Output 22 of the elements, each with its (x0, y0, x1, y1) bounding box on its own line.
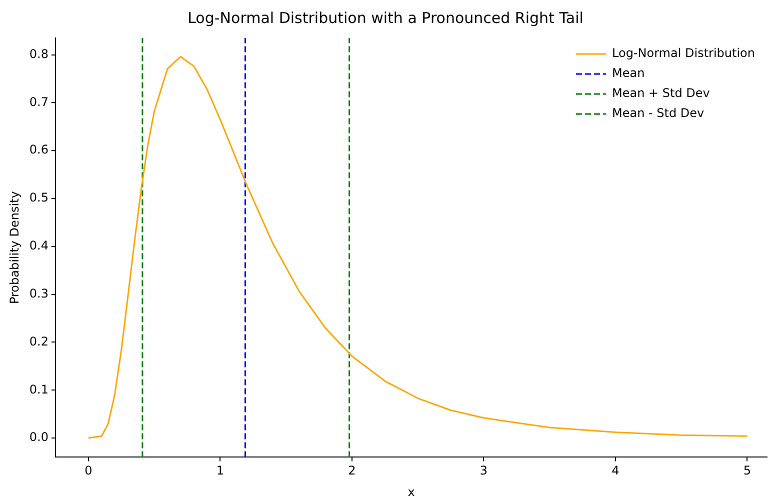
x-tick-label: 1 (216, 464, 224, 478)
legend-label: Mean (612, 66, 645, 80)
x-axis-title: x (408, 484, 415, 499)
x-tick-label: 4 (612, 464, 620, 478)
x-tick-label: 3 (480, 464, 488, 478)
y-tick-label: 0.3 (29, 286, 48, 300)
legend-label: Mean + Std Dev (612, 86, 710, 100)
y-axis-title: Probability Density (7, 191, 22, 304)
legend-label: Log-Normal Distribution (612, 46, 756, 60)
y-tick-label: 0.5 (29, 190, 48, 205)
x-tick-label: 0 (84, 464, 92, 478)
chart-title: Log-Normal Distribution with a Pronounced Right Tail (188, 8, 584, 27)
y-tick-label: 0.4 (29, 238, 48, 253)
y-tick-label: 0.8 (29, 46, 48, 61)
y-tick-label: 0.0 (29, 430, 48, 444)
y-tick-label: 0.6 (29, 142, 48, 157)
y-tick-label: 0.1 (29, 382, 48, 396)
x-tick-label: 2 (348, 464, 356, 478)
legend-label: Mean - Std Dev (612, 106, 704, 120)
x-tick-label: 5 (743, 464, 752, 478)
y-tick-label: 0.7 (29, 94, 48, 109)
y-tick-label: 0.2 (29, 334, 48, 348)
